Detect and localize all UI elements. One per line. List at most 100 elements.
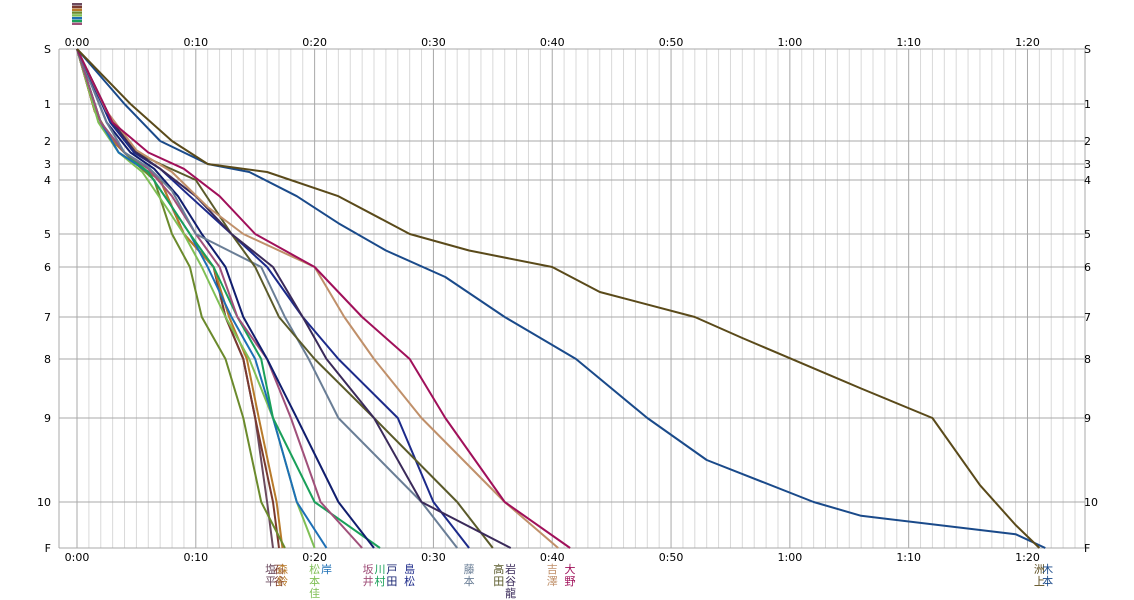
y-tick-labels-left: S 1 2 3 4 5 6 7 8 9 10 F <box>37 43 51 555</box>
x-tick-label: 0:10 <box>183 36 208 49</box>
runner-label: 谷 <box>505 575 516 588</box>
series-line <box>76 48 328 549</box>
y-tick-label: 7 <box>44 311 51 324</box>
x-tick-label: 0:50 <box>659 551 684 564</box>
x-tick-label: 0:40 <box>540 36 565 49</box>
runner-label: 坂 <box>363 563 374 576</box>
x-tick-label: 1:20 <box>1015 551 1040 564</box>
runner-label: 澤 <box>547 575 558 588</box>
series-line <box>76 48 559 549</box>
x-tick-label: 0:50 <box>659 36 684 49</box>
y-tick-label: S <box>44 43 51 56</box>
runner-label: 松 <box>309 562 320 576</box>
runner-label: 吉 <box>547 563 558 576</box>
y-tick-label: 10 <box>1084 496 1098 509</box>
runner-label: 龍 <box>505 586 516 600</box>
y-tick-label: 1 <box>44 98 51 111</box>
y-tick-label: 9 <box>1084 412 1091 425</box>
runner-label: 森 <box>277 562 288 576</box>
y-tick-label: 2 <box>1084 135 1091 148</box>
series-line <box>76 48 458 549</box>
x-tick-label: 0:30 <box>421 551 446 564</box>
series-line <box>76 48 571 549</box>
runner-label: 岸 <box>321 563 332 576</box>
y-tick-label: F <box>45 542 51 555</box>
series-lines <box>76 48 1046 549</box>
y-tick-label: 5 <box>1084 228 1091 241</box>
x-tick-label: 0:10 <box>183 551 208 564</box>
y-tick-label: F <box>1084 542 1090 555</box>
runner-label: 大 <box>565 562 576 576</box>
y-tick-label: 6 <box>1084 261 1091 274</box>
y-tick-label: 4 <box>44 174 51 187</box>
runner-label: 村 <box>374 574 385 588</box>
runner-label: 岩 <box>505 562 516 576</box>
start-mark <box>72 14 82 17</box>
x-tick-label: 0:40 <box>540 551 565 564</box>
x-tick-labels-bottom: 0:00 0:10 0:20 0:30 0:40 0:50 1:00 1:10 1:20 <box>65 551 1040 564</box>
x-tick-label: 1:00 <box>778 36 803 49</box>
runner-label: 石 <box>273 563 284 576</box>
major-gridlines <box>58 48 1086 549</box>
runner-label: 本 <box>309 574 320 588</box>
x-tick-label: 1:20 <box>1015 36 1040 49</box>
runner-label: 鈴 <box>277 574 288 588</box>
runner-label: 川 <box>374 563 385 576</box>
runner-label: 井 <box>363 574 374 588</box>
start-mark <box>72 3 82 6</box>
series-line <box>76 48 375 549</box>
runner-label: 野 <box>565 575 576 588</box>
runner-label: 佳 <box>309 586 320 600</box>
y-tick-label: S <box>1084 43 1091 56</box>
runner-label: 田 <box>386 575 397 588</box>
runner-label: 高 <box>493 562 504 576</box>
runner-label: 平 <box>265 575 276 588</box>
y-tick-label: 9 <box>44 412 51 425</box>
x-tick-label: 0:00 <box>65 551 90 564</box>
start-mark <box>72 22 82 25</box>
start-mark <box>72 5 82 9</box>
x-tick-labels-top: 0:00 0:10 0:20 0:30 0:40 0:50 1:00 1:10 1:20 <box>65 36 1040 49</box>
y-tick-label: 10 <box>37 496 51 509</box>
x-tick-label: 0:00 <box>65 36 90 49</box>
series-line <box>76 48 512 549</box>
x-tick-label: 1:00 <box>778 551 803 564</box>
x-tick-label: 1:10 <box>896 36 921 49</box>
y-tick-label: 7 <box>1084 311 1091 324</box>
runner-label: 本 <box>464 574 475 588</box>
series-line <box>76 48 1046 549</box>
runner-label: 藤 <box>464 563 475 576</box>
runner-label: 島 <box>404 562 415 576</box>
start-mark <box>72 11 82 14</box>
y-tick-label: 6 <box>44 261 51 274</box>
y-tick-label: 2 <box>44 135 51 148</box>
x-tick-label: 0:30 <box>421 36 446 49</box>
y-tick-label: 1 <box>1084 98 1091 111</box>
start-mark <box>72 19 82 23</box>
runner-label: 戸 <box>386 563 397 576</box>
runner-label: 上 <box>1034 575 1045 588</box>
series-line <box>76 48 1041 549</box>
x-tick-label: 0:20 <box>302 551 327 564</box>
start-mark <box>72 17 82 20</box>
runner-label: 松 <box>404 574 415 588</box>
y-tick-label: 4 <box>1084 174 1091 187</box>
y-tick-label: 5 <box>44 228 51 241</box>
runner-label: 本 <box>1042 574 1053 588</box>
y-tick-label: 8 <box>1084 353 1091 366</box>
minor-gridlines <box>88 49 1076 548</box>
top-start-marks <box>72 3 82 25</box>
runner-label: 木 <box>1042 563 1053 576</box>
x-tick-label: 1:10 <box>896 551 921 564</box>
runner-label: 田 <box>493 575 504 588</box>
y-tick-label: 8 <box>44 353 51 366</box>
series-line <box>76 48 470 549</box>
start-mark <box>72 8 82 11</box>
runner-label: 谷 <box>273 575 284 588</box>
runner-label: 洲 <box>1034 563 1045 576</box>
runner-label: 塩 <box>265 562 276 576</box>
x-tick-label: 0:20 <box>302 36 327 49</box>
